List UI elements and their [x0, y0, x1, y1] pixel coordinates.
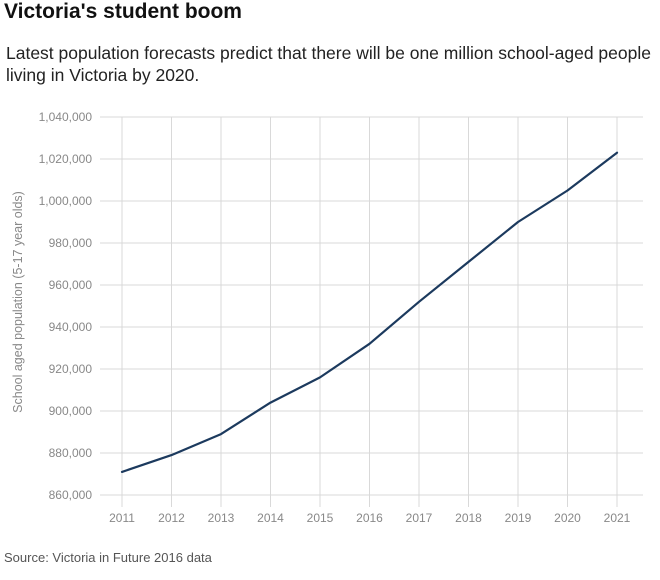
y-tick-label: 1,000,000 [39, 194, 93, 208]
x-tick-label: 2018 [455, 511, 482, 525]
data-point [318, 375, 322, 379]
x-tick-label: 2011 [109, 511, 135, 525]
x-tick-label: 2012 [158, 511, 185, 525]
series-layer [120, 151, 619, 474]
y-tick-label: 980,000 [49, 236, 93, 250]
data-point [368, 342, 372, 346]
x-tick-label: 2015 [307, 511, 334, 525]
y-tick-label: 960,000 [49, 278, 93, 292]
data-point [170, 453, 174, 457]
x-tick-label: 2014 [257, 511, 284, 525]
data-point [467, 260, 471, 264]
y-tick-label: 1,040,000 [39, 110, 93, 124]
x-tick-label: 2017 [406, 511, 433, 525]
y-tick-label: 860,000 [49, 488, 93, 502]
x-tick-label: 2013 [208, 511, 235, 525]
y-tick-label: 900,000 [49, 404, 93, 418]
data-point [120, 470, 124, 474]
x-axis-ticks: 2011 2012 2013 2014 2015 2016 2017 2018 2019 2020… [109, 511, 631, 525]
data-point [615, 151, 619, 155]
data-point [516, 220, 520, 224]
x-tick-label: 2021 [604, 511, 631, 525]
series-line [120, 151, 619, 473]
x-tick-label: 2016 [356, 511, 383, 525]
y-tick-label: 880,000 [49, 446, 93, 460]
x-tick-label: 2019 [505, 511, 532, 525]
x-tick-label: 2020 [554, 511, 581, 525]
y-tick-label: 1,020,000 [39, 152, 93, 166]
line-chart: 860,000 880,000 900,000 920,000 940,000 960,0… [11, 110, 643, 525]
y-axis-title: School aged population (5-17 year olds) [11, 191, 25, 413]
data-point [566, 189, 570, 193]
source-note: Source: Victoria in Future 2016 data [4, 550, 212, 565]
data-point [417, 300, 421, 304]
data-point [269, 401, 273, 405]
data-point [219, 432, 223, 436]
y-axis-ticks: 860,000 880,000 900,000 920,000 940,000 960,0… [39, 110, 93, 502]
chart-subtitle: Latest population forecasts predict that… [6, 43, 651, 85]
y-tick-label: 920,000 [49, 362, 93, 376]
chart-title: Victoria's student boom [4, 0, 242, 23]
y-tick-label: 940,000 [49, 320, 93, 334]
grid-lines [100, 116, 643, 507]
